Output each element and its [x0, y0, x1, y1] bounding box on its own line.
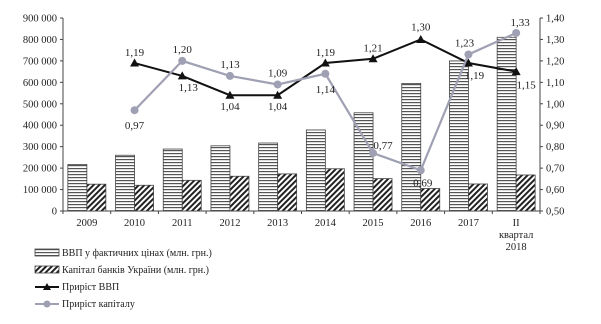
- capital-growth-label: 1,23: [455, 37, 475, 49]
- gdp-bar: [496, 36, 517, 212]
- capital-growth-label: 1,33: [511, 17, 531, 29]
- gdp-growth-label: 1,04: [268, 101, 288, 113]
- x-tick-label: 2015: [363, 218, 384, 229]
- gdp-growth-marker: [225, 90, 235, 99]
- capital-growth-label: 1,20: [173, 44, 193, 56]
- gdp-growth-marker: [416, 34, 426, 43]
- left-tick-label: 100 000: [23, 185, 57, 196]
- legend-swatch-capital: [34, 265, 60, 274]
- capital-bar: [277, 173, 298, 212]
- capital-bar: [468, 183, 488, 212]
- capital-growth-marker: [512, 29, 521, 38]
- capital-bar: [181, 179, 202, 212]
- right-tick-label: 0,60: [546, 185, 564, 196]
- gdp-growth-label: 1,13: [179, 82, 199, 94]
- x-tick-label: 2017: [458, 218, 479, 229]
- left-tick-label: 300 000: [23, 142, 57, 153]
- x-tick-label: 2014: [315, 218, 337, 229]
- gdp-growth-label: 1,19: [125, 47, 145, 59]
- gdp-bar: [449, 60, 469, 212]
- x-tick-label: 2011: [172, 218, 193, 229]
- capital-bar: [324, 168, 345, 212]
- right-tick-label: 1,40: [546, 14, 564, 25]
- capital-growth-label: 0,77: [373, 140, 393, 152]
- gdp-bar: [353, 112, 374, 212]
- capital-bar: [372, 178, 393, 212]
- capital-growth-marker: [130, 106, 139, 115]
- gdp-bar: [305, 129, 326, 212]
- gdp-bar: [401, 83, 422, 212]
- gdp-growth-label: 1,19: [465, 70, 485, 82]
- gdp-growth-label: 1,04: [220, 101, 240, 113]
- gdp-growth-marker: [511, 67, 521, 76]
- capital-growth-label: 1,14: [316, 84, 336, 96]
- capital-bar: [86, 183, 107, 212]
- x-tick-label: 2010: [124, 218, 145, 229]
- gdp-growth-label: 1,15: [517, 80, 537, 92]
- capital-bar: [515, 174, 536, 212]
- capital-bar: [229, 175, 250, 212]
- gdp-growth-marker: [320, 58, 330, 67]
- legend-marker-triangle: [43, 283, 51, 290]
- capital-growth-marker: [416, 166, 425, 175]
- capital-growth-marker: [225, 71, 234, 80]
- capital-growth-marker: [369, 149, 378, 158]
- capital-growth-label: 1,13: [220, 59, 240, 71]
- capital-growth-label: 0,69: [413, 177, 433, 189]
- gdp-bar: [67, 164, 88, 212]
- right-tick-label: 1,00: [546, 99, 564, 110]
- x-tick-label: 2013: [267, 218, 288, 229]
- right-tick-label: 0,50: [546, 207, 564, 218]
- right-tick-label: 0,90: [546, 121, 564, 132]
- left-tick-label: 400 000: [23, 121, 57, 132]
- legend-label: Приріст капіталу: [62, 299, 135, 310]
- gdp-growth-label: 1,19: [316, 47, 336, 59]
- capital-bar: [420, 188, 441, 212]
- left-tick-label: 600 000: [23, 78, 57, 89]
- x-tick-label: 2012: [219, 218, 240, 229]
- gdp-growth-marker: [368, 54, 378, 63]
- gdp-growth-marker: [273, 90, 283, 99]
- legend-label: Капітал банків України (млн. грн.): [62, 265, 209, 276]
- x-tick-label: 2009: [76, 218, 97, 229]
- capital-growth-marker: [273, 80, 282, 89]
- x-tick-label: II: [513, 218, 520, 229]
- gdp-growth-marker: [130, 58, 140, 67]
- right-tick-label: 0,80: [546, 142, 564, 153]
- gdp-growth-label: 1,30: [411, 21, 431, 33]
- capital-growth-label: 1,09: [268, 67, 288, 79]
- left-tick-label: 800 000: [23, 35, 57, 46]
- right-tick-label: 1,30: [546, 35, 564, 46]
- x-tick-label: квартал: [499, 230, 533, 241]
- gdp-bar: [115, 154, 135, 212]
- x-tick-label: 2016: [410, 218, 431, 229]
- right-tick-label: 0,70: [546, 164, 564, 175]
- left-tick-label: 700 000: [23, 56, 57, 67]
- gdp-growth-marker: [177, 71, 187, 80]
- legend-label: Приріст ВВП: [62, 282, 119, 293]
- left-tick-label: 200 000: [23, 164, 57, 175]
- legend-label: ВВП у фактичних цінах (млн. грн.): [62, 248, 212, 259]
- gdp-growth-label: 1,21: [363, 43, 382, 55]
- x-tick-label: 2018: [506, 242, 527, 253]
- left-tick-label: 0: [52, 207, 57, 218]
- gdp-growth-marker: [463, 58, 473, 67]
- left-tick-label: 500 000: [23, 99, 57, 110]
- capital-growth-label: 0,97: [125, 120, 145, 132]
- right-tick-label: 1,20: [546, 56, 564, 67]
- gdp-bar: [210, 145, 231, 212]
- legend-marker-circle: [43, 300, 51, 308]
- capital-growth-marker: [321, 69, 330, 78]
- legend-swatch-gdp: [34, 248, 60, 257]
- gdp-bar: [258, 142, 279, 212]
- capital-growth-marker: [178, 56, 187, 65]
- gdp-bar: [162, 148, 183, 212]
- left-tick-label: 900 000: [23, 14, 57, 25]
- capital-bar: [134, 184, 154, 212]
- right-tick-label: 1,10: [546, 78, 564, 89]
- capital-growth-marker: [464, 50, 473, 59]
